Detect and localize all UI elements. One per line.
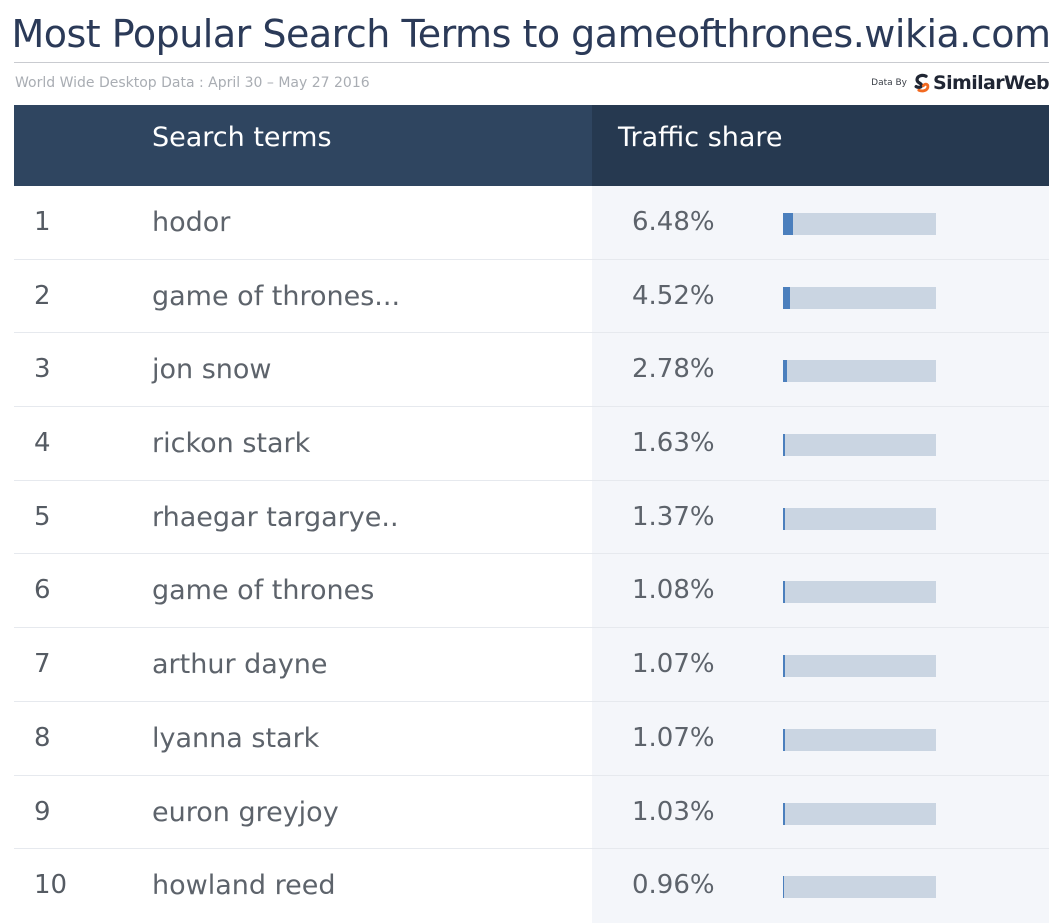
header-traffic-share: Traffic share: [592, 105, 1049, 186]
table-row: 6 game of thrones 1.08%: [14, 554, 1049, 629]
search-term-label: game of thrones...: [152, 280, 401, 312]
traffic-share-value: 1.03%: [632, 796, 715, 827]
table-body: 1 hodor 6.48% 2 game of thrones... 4.52% 3 jon …: [14, 186, 1049, 923]
attribution-prefix: Data By: [871, 78, 908, 88]
share-bar-track: [783, 507, 936, 530]
traffic-share-cell: 1.08%: [592, 554, 1049, 628]
search-term-label: arthur dayne: [152, 649, 328, 681]
table-row: 3 jon snow 2.78%: [14, 333, 1049, 408]
table-row: 5 rhaegar targarye.. 1.37%: [14, 480, 1049, 555]
rank-label: 1: [34, 207, 51, 237]
search-term-label: jon snow: [152, 354, 272, 386]
share-bar-track: [783, 655, 936, 678]
rank-label: 9: [34, 796, 51, 827]
search-term-cell: 7 arthur dayne: [14, 628, 592, 701]
traffic-share-value: 1.37%: [632, 501, 715, 532]
search-term-cell: 10 howland reed: [14, 849, 592, 923]
page-title: Most Popular Search Terms to gameofthron…: [11, 12, 1050, 56]
column-header-search-terms: Search terms: [152, 122, 332, 153]
share-bar-fill: [783, 360, 788, 383]
share-bar-fill: [783, 802, 785, 825]
rank-label: 3: [34, 354, 51, 385]
rank-label: 10: [34, 870, 68, 901]
traffic-share-cell: 2.78%: [592, 333, 1049, 407]
table-header: Search terms Traffic share: [14, 105, 1049, 186]
search-term-cell: 8 lyanna stark: [14, 701, 592, 775]
share-bar-fill: [783, 581, 785, 604]
table-row: 1 hodor 6.48%: [14, 186, 1049, 260]
rank-label: 7: [34, 649, 51, 680]
search-term-cell: 1 hodor: [14, 186, 592, 259]
search-term-cell: 4 rickon stark: [14, 407, 592, 480]
search-term-cell: 2 game of thrones...: [14, 259, 592, 333]
search-terms-table: Search terms Traffic share 1 hodor 6.48% 2 g…: [14, 105, 1049, 923]
share-bar-fill: [783, 655, 785, 678]
search-term-label: howland reed: [152, 870, 336, 902]
share-bar-track: [783, 360, 936, 383]
traffic-share-cell: 1.37%: [592, 480, 1049, 554]
rank-label: 2: [34, 280, 51, 311]
share-bar-track: [783, 802, 936, 825]
traffic-share-cell: 1.03%: [592, 775, 1049, 849]
share-bar-fill: [783, 286, 790, 309]
search-term-cell: 3 jon snow: [14, 333, 592, 407]
share-bar-track: [783, 876, 936, 899]
traffic-share-cell: 6.48%: [592, 186, 1049, 259]
traffic-share-value: 1.07%: [632, 649, 715, 680]
share-bar-track: [783, 286, 936, 309]
search-term-label: rhaegar targarye..: [152, 501, 399, 533]
search-term-cell: 9 euron greyjoy: [14, 775, 592, 849]
search-term-label: euron greyjoy: [152, 796, 339, 828]
similarweb-logo-icon: [914, 73, 930, 93]
share-bar-fill: [783, 728, 785, 751]
share-bar-track: [783, 434, 936, 457]
title-divider: [14, 62, 1049, 63]
search-term-label: rickon stark: [152, 428, 311, 460]
rank-label: 4: [34, 428, 51, 459]
table-row: 7 arthur dayne 1.07%: [14, 628, 1049, 702]
traffic-share-cell: 1.07%: [592, 628, 1049, 701]
share-bar-fill: [783, 434, 786, 457]
rank-label: 5: [34, 501, 51, 532]
search-term-cell: 6 game of thrones: [14, 554, 592, 628]
search-term-cell: 5 rhaegar targarye..: [14, 480, 592, 554]
share-bar-track: [783, 213, 936, 235]
traffic-share-cell: 0.96%: [592, 849, 1049, 923]
search-term-label: lyanna stark: [152, 722, 320, 754]
share-bar-fill: [783, 213, 793, 235]
share-bar-track: [783, 581, 936, 604]
traffic-share-cell: 4.52%: [592, 259, 1049, 333]
search-term-label: hodor: [152, 207, 231, 238]
search-term-label: game of thrones: [152, 575, 375, 607]
traffic-share-cell: 1.63%: [592, 407, 1049, 480]
share-bar-track: [783, 728, 936, 751]
data-attribution: Data By SimilarWeb: [871, 71, 1049, 95]
header-search-terms: Search terms: [14, 105, 592, 186]
traffic-share-value: 0.96%: [632, 870, 715, 901]
table-row: 8 lyanna stark 1.07%: [14, 701, 1049, 776]
traffic-share-value: 1.63%: [632, 428, 715, 459]
traffic-share-cell: 1.07%: [592, 701, 1049, 775]
attribution-brand: SimilarWeb: [933, 72, 1050, 94]
traffic-share-value: 1.08%: [632, 575, 715, 606]
table-row: 4 rickon stark 1.63%: [14, 407, 1049, 481]
column-header-traffic-share: Traffic share: [618, 122, 783, 153]
rank-label: 8: [34, 722, 51, 753]
traffic-share-value: 4.52%: [632, 280, 715, 311]
table-row: 9 euron greyjoy 1.03%: [14, 775, 1049, 850]
table-row: 10 howland reed 0.96%: [14, 849, 1049, 923]
traffic-share-value: 6.48%: [632, 207, 715, 237]
date-range-subtitle: World Wide Desktop Data : April 30 – May…: [15, 75, 370, 91]
table-row: 2 game of thrones... 4.52%: [14, 259, 1049, 334]
rank-label: 6: [34, 575, 51, 606]
share-bar-fill: [783, 876, 785, 899]
share-bar-fill: [783, 507, 786, 530]
traffic-share-value: 2.78%: [632, 354, 715, 385]
traffic-share-value: 1.07%: [632, 722, 715, 753]
